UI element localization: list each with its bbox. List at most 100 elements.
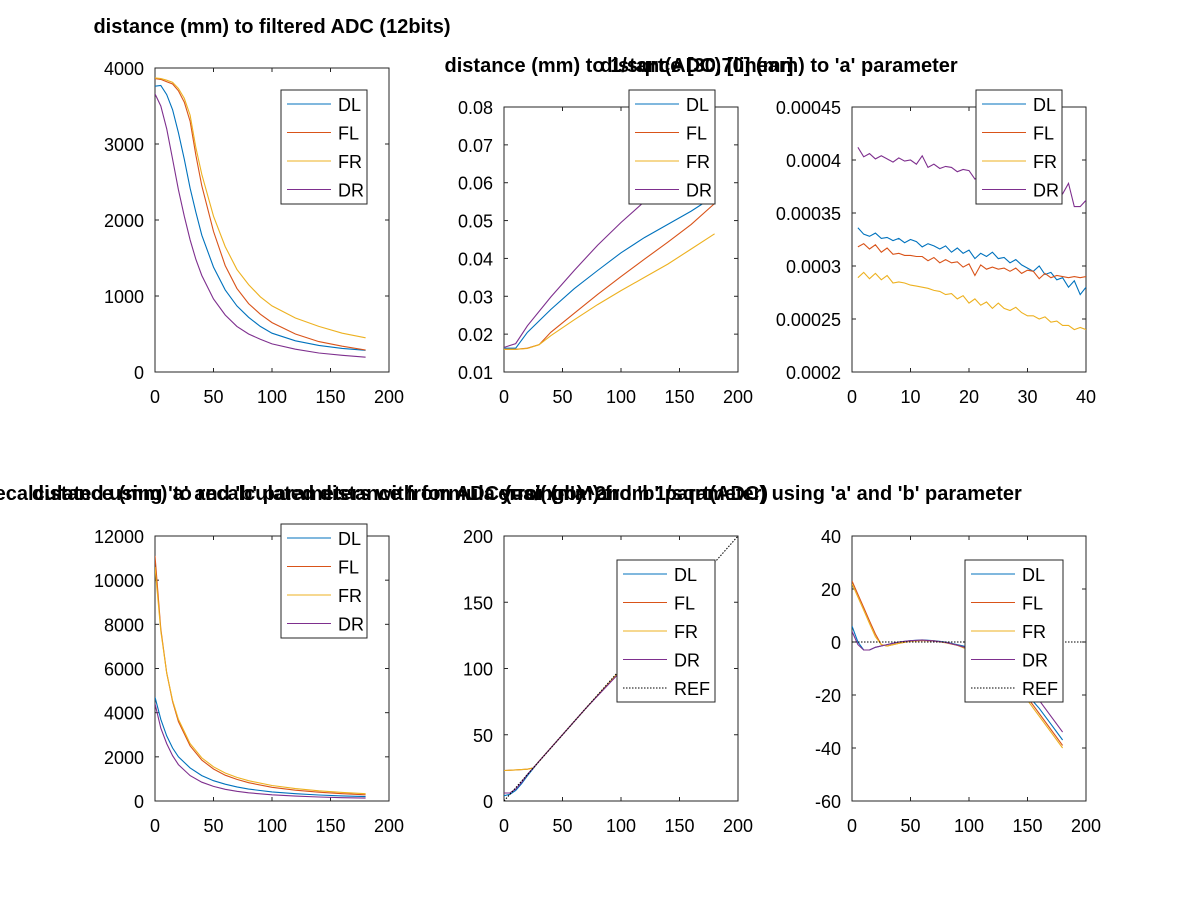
y-tick-label: 20 — [821, 580, 841, 600]
y-tick-label: 6000 — [104, 660, 144, 680]
legend-label-fl: FL — [686, 124, 707, 144]
legend-label-dl: DL — [1033, 95, 1056, 115]
y-tick-label: 40 — [821, 527, 841, 547]
y-tick-label: 0.00035 — [776, 204, 841, 224]
x-tick-label: 50 — [203, 387, 223, 407]
y-tick-label: 0.00025 — [776, 310, 841, 330]
y-tick-label: 0 — [483, 792, 493, 812]
legend-label-ref: REF — [1022, 679, 1058, 699]
legend-label-dl: DL — [338, 95, 361, 115]
x-tick-label: 150 — [1012, 816, 1042, 836]
x-tick-label: 200 — [723, 816, 753, 836]
x-tick-label: 200 — [1071, 816, 1101, 836]
legend-label-fr: FR — [674, 622, 698, 642]
legend-label-dr: DR — [1033, 181, 1059, 201]
y-tick-label: 0 — [134, 792, 144, 812]
x-tick-label: 200 — [723, 387, 753, 407]
chart-panel-4: 0 50 100 150 200020004000600080001000012000A… — [0, 483, 606, 836]
y-tick-label: 3000 — [104, 135, 144, 155]
series-line-dl — [857, 227, 1086, 296]
legend-label-fr: FR — [338, 586, 362, 606]
x-tick-label: 150 — [664, 387, 694, 407]
legend-label-dr: DR — [686, 181, 712, 201]
y-tick-label: -40 — [815, 739, 841, 759]
series-line-fl — [857, 243, 1086, 280]
series-line-fr — [155, 566, 366, 795]
y-tick-label: 12000 — [94, 527, 144, 547]
x-tick-label: 0 — [150, 387, 160, 407]
y-tick-label: 0.01 — [458, 363, 493, 383]
x-tick-label: 40 — [1076, 387, 1096, 407]
chart-title: distance (mm) to 1/sqrt(ADC) [linear] — [445, 55, 794, 77]
x-tick-label: 50 — [203, 816, 223, 836]
y-tick-label: 0.0003 — [786, 257, 841, 277]
x-tick-label: 100 — [606, 387, 636, 407]
series-line-fl — [155, 78, 366, 351]
y-tick-label: 0.02 — [458, 325, 493, 345]
legend: DL FL FR DR REF — [616, 559, 716, 703]
legend-label-dl: DL — [338, 529, 361, 549]
x-tick-label: 0 — [499, 387, 509, 407]
y-tick-label: 10000 — [94, 571, 144, 591]
plot-area — [155, 555, 366, 799]
y-tick-label: 50 — [473, 726, 493, 746]
legend-label-dr: DR — [1022, 651, 1048, 671]
y-tick-label: 0 — [831, 633, 841, 653]
y-tick-label: 0.04 — [458, 249, 493, 269]
y-tick-label: 0.08 — [458, 98, 493, 118]
y-tick-label: 0.00045 — [776, 98, 841, 118]
series-line-dl — [155, 84, 366, 351]
series-line-dr — [155, 703, 366, 799]
legend-label-ref: REF — [674, 679, 710, 699]
x-tick-label: 150 — [315, 816, 345, 836]
legend-label-fr: FR — [686, 152, 710, 172]
legend-label-fl: FL — [338, 124, 359, 144]
legend-label-dr: DR — [338, 615, 364, 635]
legend-label-dl: DL — [686, 95, 709, 115]
y-tick-label: 0.03 — [458, 287, 493, 307]
x-tick-label: 100 — [257, 816, 287, 836]
legend-box — [628, 89, 716, 205]
series-line-dl — [155, 697, 366, 798]
legend-label-dl: DL — [674, 565, 697, 585]
legend-label-fl: FL — [1033, 124, 1054, 144]
chart-title: ADC recalculated using 'a' and 'b' param… — [0, 483, 606, 505]
x-tick-label: 0 — [499, 816, 509, 836]
y-tick-label: 1000 — [104, 287, 144, 307]
y-tick-label: 4000 — [104, 704, 144, 724]
y-tick-label: 0.0004 — [786, 151, 841, 171]
legend-label-fr: FR — [1033, 152, 1057, 172]
legend-label-fl: FL — [338, 558, 359, 578]
y-tick-label: 0 — [134, 363, 144, 383]
legend-label-fl: FL — [1022, 594, 1043, 614]
legend: DL FL FR DR REF — [964, 559, 1064, 703]
y-tick-label: 0.0002 — [786, 363, 841, 383]
x-tick-label: 150 — [664, 816, 694, 836]
series-line-fr — [504, 233, 715, 350]
x-tick-label: 50 — [552, 816, 572, 836]
legend-label-fl: FL — [674, 594, 695, 614]
x-tick-label: 100 — [954, 816, 984, 836]
chart-title: error (mm) from 1/sqrt(ADC) using 'a' an… — [498, 483, 1022, 505]
series-line-dl — [504, 195, 715, 349]
x-tick-label: 0 — [847, 816, 857, 836]
x-tick-label: 50 — [552, 387, 572, 407]
legend: DL FL FR DR — [628, 89, 716, 205]
series-line-dr — [155, 93, 366, 358]
x-tick-label: 0 — [150, 816, 160, 836]
x-tick-label: 30 — [1017, 387, 1037, 407]
chart-title: distance (mm) to filtered ADC (12bits) — [93, 16, 450, 38]
series-line-fr — [155, 77, 366, 339]
y-tick-label: 200 — [463, 527, 493, 547]
legend-label-dr: DR — [674, 651, 700, 671]
chart-title: distance (mm) to recalculated distance f… — [32, 483, 768, 505]
y-tick-label: 4000 — [104, 59, 144, 79]
y-tick-label: 2000 — [104, 211, 144, 231]
legend-box — [975, 89, 1063, 205]
x-tick-label: 200 — [374, 387, 404, 407]
legend: DL FL FR DR — [975, 89, 1063, 205]
y-tick-label: 0.05 — [458, 212, 493, 232]
